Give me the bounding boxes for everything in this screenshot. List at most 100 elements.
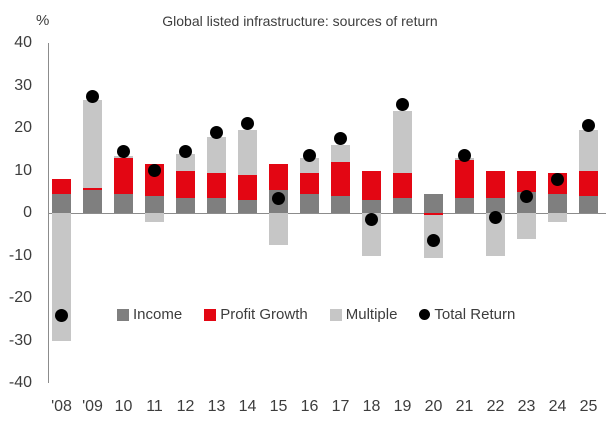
total-return-dot-24	[551, 172, 564, 186]
total-return-dot-13	[210, 125, 223, 139]
y-axis-tick-label-10: 10	[14, 161, 32, 179]
legend-item-multiple: Multiple	[329, 306, 398, 323]
bar-segment-income-19	[393, 198, 412, 213]
x-axis-tick-label-22: 22	[486, 398, 505, 415]
legend-label-income: Income	[133, 306, 183, 323]
y-axis-tick-label--30: -30	[8, 331, 32, 349]
legend-item-profit-growth: Profit Growth	[204, 306, 308, 323]
total-return-dot-12	[179, 144, 192, 158]
y-axis-tick-label-40: 40	[14, 34, 32, 51]
total-return-dot-25	[582, 119, 595, 133]
x-axis-tick-label-08: '08	[51, 398, 72, 415]
x-axis-tick-label-21: 21	[455, 398, 474, 415]
total-return-dot-22	[489, 210, 502, 224]
x-axis-tick-label-25: 25	[579, 398, 598, 415]
bar-segment-income-11	[145, 196, 164, 213]
total-return-dot-17	[334, 132, 347, 146]
total-return-dot-16	[303, 149, 316, 163]
x-axis-tick-label-12: 12	[176, 398, 195, 415]
total-return-dot-14	[241, 117, 254, 131]
bar-segment-income-14	[238, 200, 257, 213]
legend: Income Profit Growth Multiple Total Return	[117, 306, 515, 323]
bar-segment-multiple-13	[207, 136, 226, 173]
bar-segment-multiple-17	[331, 145, 350, 162]
bar-segment-income-18	[362, 200, 381, 213]
total-return-dot-09	[86, 89, 99, 103]
bar-segment-income-09	[83, 189, 102, 213]
y-axis-tick-label--40: -40	[8, 374, 32, 391]
bar-segment-income-08	[52, 193, 71, 213]
x-axis-tick-label-20: 20	[424, 398, 443, 415]
total-return-dot-10	[117, 144, 130, 158]
bar-segment-multiple-14	[238, 130, 257, 175]
bar-segment-multiple-09	[83, 100, 102, 188]
legend-item-total-return: Total Return	[419, 306, 515, 323]
bar-segment-multiple-08	[52, 213, 71, 341]
x-axis-tick-label-13: 13	[207, 398, 226, 415]
bar-segment-profit-growth-14	[238, 174, 257, 201]
x-axis-tick-label-23: 23	[517, 398, 536, 415]
y-axis-tick-label-20: 20	[14, 119, 32, 136]
bar-segment-multiple-11	[145, 213, 164, 222]
bar-segment-multiple-15	[269, 213, 288, 245]
bar-segment-profit-growth-13	[207, 172, 226, 199]
bar-segment-multiple-24	[548, 213, 567, 222]
bar-segment-profit-growth-20	[424, 213, 443, 216]
x-axis-tick-label-19: 19	[393, 398, 412, 415]
x-axis-tick-label-18: 18	[362, 398, 381, 415]
bar-segment-multiple-16	[300, 157, 319, 173]
legend-square-marker-income	[117, 308, 129, 321]
x-axis-tick-label-16: 16	[300, 398, 319, 415]
y-axis-tick-label-0: 0	[23, 204, 32, 221]
total-return-dot-21	[458, 149, 471, 163]
bar-segment-profit-growth-22	[486, 170, 505, 199]
bar-segment-income-17	[331, 196, 350, 213]
bar-segment-income-25	[579, 196, 598, 213]
bar-segment-profit-growth-17	[331, 162, 350, 196]
total-return-dot-15	[272, 191, 285, 205]
total-return-dot-23	[520, 189, 533, 203]
zero-gridline	[48, 213, 606, 214]
legend-circle-marker-total-return	[419, 309, 431, 320]
bar-segment-multiple-12	[176, 153, 195, 171]
bar-segment-profit-growth-25	[579, 170, 598, 196]
total-return-dot-08	[55, 308, 68, 322]
bar-segment-profit-growth-23	[517, 170, 536, 192]
total-return-dot-20	[427, 234, 440, 248]
total-return-dot-18	[365, 212, 378, 226]
bar-segment-profit-growth-09	[83, 187, 102, 190]
bar-segment-profit-growth-12	[176, 170, 195, 199]
y-axis-tick-label--20: -20	[8, 289, 32, 306]
bar-segment-income-24	[548, 193, 567, 213]
legend-label-multiple: Multiple	[345, 306, 398, 323]
chart-title: Global listed infrastructure: sources of…	[162, 13, 438, 29]
legend-item-income: Income	[117, 306, 182, 323]
bar-segment-income-13	[207, 198, 226, 213]
x-axis-tick-label-11: 11	[146, 398, 163, 415]
bar-segment-profit-growth-18	[362, 170, 381, 201]
x-axis-tick-label-14: 14	[238, 398, 257, 415]
x-axis-tick-label-17: 17	[331, 398, 350, 415]
bar-segment-multiple-23	[517, 213, 536, 239]
legend-label-total-return: Total Return	[434, 306, 516, 323]
legend-label-profit-growth: Profit Growth	[220, 306, 308, 323]
bar-segment-profit-growth-16	[300, 172, 319, 194]
y-axis-unit-label: %	[36, 12, 50, 29]
x-axis-tick-label-15: 15	[269, 398, 288, 415]
y-axis-tick-label-30: 30	[14, 76, 32, 94]
bar-segment-profit-growth-15	[269, 164, 288, 190]
bar-segment-profit-growth-19	[393, 172, 412, 199]
total-return-dot-11	[148, 164, 161, 177]
bar-segment-income-10	[114, 193, 133, 213]
bar-segment-profit-growth-10	[114, 157, 133, 194]
x-axis-tick-label-24: 24	[548, 398, 567, 415]
bar-segment-income-22	[486, 198, 505, 213]
bar-segment-multiple-22	[486, 213, 505, 256]
bar-segment-multiple-25	[579, 130, 598, 171]
bar-segment-income-12	[176, 198, 195, 213]
bar-segment-income-16	[300, 193, 319, 213]
legend-square-marker-profit-growth	[204, 308, 217, 321]
legend-square-marker-multiple	[329, 308, 342, 321]
bar-segment-profit-growth-08	[52, 179, 71, 194]
